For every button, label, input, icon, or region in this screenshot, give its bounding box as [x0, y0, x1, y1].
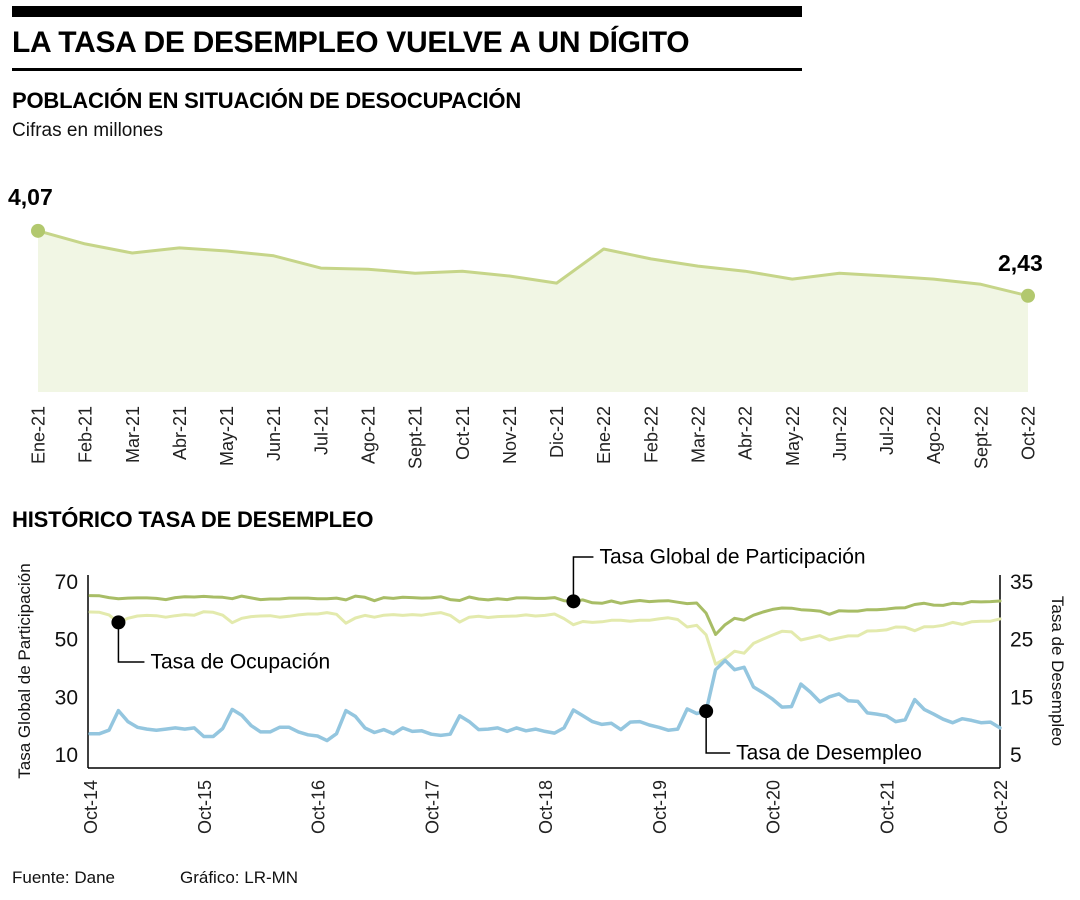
- x-axis-label: Mar-21: [123, 406, 143, 463]
- x-axis-label: May-21: [217, 406, 237, 466]
- x-axis-label: Oct-14: [81, 780, 101, 834]
- x-axis-label: Oct-15: [195, 780, 215, 834]
- x-axis-label: Oct-19: [650, 780, 670, 834]
- ocupacion-annotation-line: [117, 622, 145, 663]
- left-tick-label: 70: [55, 571, 78, 594]
- x-axis-label: Oct-20: [764, 780, 784, 834]
- left-tick-label: 50: [55, 629, 78, 652]
- area-chart-desocupados: Ene-21 Feb-21 Mar-21 Abr-21 May-21 Jun-21 Jul-…: [29, 223, 1039, 469]
- x-axis-label: Oct-16: [309, 780, 329, 834]
- x-axis-label: May-22: [783, 406, 803, 466]
- source-label: Fuente: Dane: [12, 868, 116, 887]
- right-tick-label: 25: [1010, 629, 1033, 652]
- line-chart-historico: 70 50 30 10 35 25 15 5 Tasa Global de Participac…: [15, 546, 1067, 835]
- x-axis-label: Nov-21: [500, 406, 520, 464]
- tgp-annotation-line: [572, 556, 594, 602]
- x-axis-label: Jun-21: [264, 406, 284, 461]
- x-axis-label: Oct-22: [1019, 406, 1039, 460]
- section2-title: HISTÓRICO TASA DE DESEMPLEO: [12, 507, 374, 532]
- tgp-annotation-dot: [566, 594, 581, 609]
- tgp-line: [88, 594, 1002, 636]
- x-axis-label: Feb-22: [641, 406, 661, 463]
- tgp-annotation-label: Tasa Global de Participación: [599, 546, 865, 569]
- desempleo-annotation-label: Tasa de Desempleo: [736, 742, 922, 765]
- x-axis-label: Oct-18: [536, 780, 556, 834]
- x-axis-label: Mar-22: [689, 406, 709, 463]
- left-tick-label: 10: [55, 744, 78, 767]
- x-axis-label: Sept-21: [406, 406, 426, 469]
- ocupacion-annotation-label: Tasa de Ocupación: [150, 651, 330, 674]
- end-marker: [1021, 288, 1035, 303]
- credit-label: Gráfico: LR-MN: [180, 868, 299, 887]
- x-axis-label: Sept-22: [971, 406, 991, 469]
- x-axis-label: Abr-22: [736, 406, 756, 460]
- x-axis-label: Ene-22: [594, 406, 614, 464]
- desempleo-annotation-dot: [699, 704, 714, 719]
- ocupacion-annotation-dot: [111, 615, 126, 630]
- end-value-label: 2,43: [998, 250, 1043, 276]
- x-axis-label: Ago-22: [924, 406, 944, 464]
- page-title: LA TASA DE DESEMPLEO VUELVE A UN DÍGITO: [12, 26, 690, 59]
- start-marker: [31, 223, 45, 238]
- x-axis-label: Jun-22: [830, 406, 850, 461]
- right-axis-title: Tasa de Desempleo: [1048, 596, 1067, 746]
- x-axis-label: Oct-21: [877, 780, 897, 834]
- x-axis-label: Dic-21: [547, 406, 567, 458]
- x-axis-label: Feb-21: [76, 406, 96, 463]
- section1-title: POBLACIÓN EN SITUACIÓN DE DESOCUPACIÓN: [12, 88, 522, 113]
- right-tick-label: 35: [1010, 571, 1033, 594]
- right-tick-label: 5: [1010, 744, 1022, 767]
- x-axis-label: Oct-22: [991, 780, 1011, 834]
- section1-units: Cifras en millones: [12, 120, 163, 141]
- area-fill: [38, 230, 1028, 392]
- ocupacion-line: [88, 610, 1002, 666]
- x-axis-label: Abr-21: [170, 406, 190, 460]
- x-axis-label: Jul-21: [311, 406, 331, 455]
- x-axis-label: Ene-21: [29, 406, 49, 464]
- title-rule: [12, 68, 802, 71]
- left-tick-label: 30: [55, 686, 78, 709]
- right-tick-label: 15: [1010, 686, 1033, 709]
- area-line: [37, 229, 1029, 298]
- x-axis-label: Oct-17: [422, 780, 442, 834]
- top-bar: [12, 6, 802, 17]
- left-axis-title: Tasa Global de Participación: [15, 563, 34, 778]
- desempleo-line: [88, 658, 1002, 743]
- desempleo-annotation-line: [705, 711, 731, 754]
- x-axis-label: Ago-21: [359, 406, 379, 464]
- start-value-label: 4,07: [8, 184, 53, 210]
- x-axis-label: Jul-22: [877, 406, 897, 455]
- x-axis-label: Oct-21: [453, 406, 473, 460]
